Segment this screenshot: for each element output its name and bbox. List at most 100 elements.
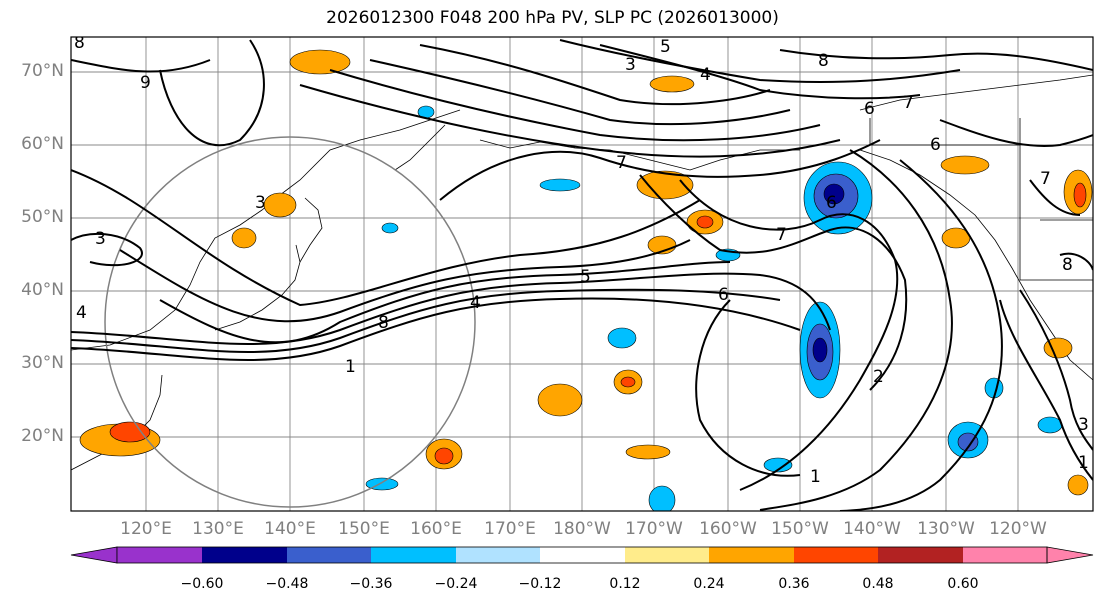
colorbar-tick-label: −0.60 bbox=[180, 576, 224, 592]
latitude-label: 40°N bbox=[21, 280, 64, 300]
contour-label: 2 bbox=[873, 367, 884, 387]
pv-blob bbox=[620, 376, 636, 388]
pv-blob bbox=[648, 485, 676, 511]
contour-label: 4 bbox=[470, 293, 481, 313]
longitude-label: 130°W bbox=[917, 519, 975, 539]
colorbar-segment bbox=[117, 547, 202, 563]
contour-label: 7 bbox=[776, 225, 787, 245]
latitude-label: 30°N bbox=[21, 353, 64, 373]
reference-circle bbox=[104, 136, 476, 508]
latitude-label: 70°N bbox=[21, 61, 64, 81]
pv-blob bbox=[763, 457, 793, 473]
colorbar bbox=[70, 546, 1094, 564]
pv-blob bbox=[625, 444, 671, 460]
longitude-label: 120°E bbox=[120, 519, 172, 539]
longitude-label: 170°W bbox=[625, 519, 683, 539]
longitude-label: 140°E bbox=[264, 519, 316, 539]
contour-label-group: 9 3 3 5 4 8 8 7 6 6 7 7 3 5 4 8 1 6 6 7 bbox=[74, 33, 1089, 487]
latitude-label: 20°N bbox=[21, 426, 64, 446]
pv-blob bbox=[812, 337, 828, 363]
contour-label: 4 bbox=[700, 65, 711, 85]
colorbar-segment bbox=[371, 547, 456, 563]
colorbar-segment bbox=[963, 547, 1047, 563]
longitude-label: 180°W bbox=[553, 519, 611, 539]
colorbar-min-extension bbox=[70, 546, 118, 564]
colorbar-segment bbox=[540, 547, 625, 563]
colorbar-segment bbox=[202, 547, 287, 563]
pv-blob bbox=[1043, 337, 1073, 359]
contour-label: 1 bbox=[345, 357, 356, 377]
colorbar-segment bbox=[794, 547, 878, 563]
longitude-label: 160°E bbox=[410, 519, 462, 539]
pv-blob bbox=[381, 222, 399, 234]
contour-label: 8 bbox=[74, 33, 85, 53]
contour-label: 3 bbox=[625, 55, 636, 75]
graticule bbox=[71, 37, 1093, 511]
pv-blob bbox=[289, 49, 351, 75]
contour-label: 8 bbox=[818, 51, 829, 71]
longitude-label: 170°E bbox=[484, 519, 536, 539]
pv-blob bbox=[1037, 416, 1063, 434]
longitude-label: 160°W bbox=[699, 519, 757, 539]
contour-label: 6 bbox=[718, 285, 729, 305]
colorbar-max-extension bbox=[1046, 546, 1094, 564]
colorbar-segment bbox=[287, 547, 371, 563]
longitude-label: 130°E bbox=[192, 519, 244, 539]
colorbar-tick-label: 0.36 bbox=[778, 576, 810, 592]
pv-blob bbox=[537, 383, 583, 417]
longitude-label: 120°W bbox=[989, 519, 1047, 539]
pv-blob bbox=[607, 327, 637, 349]
colorbar-tick-label: −0.36 bbox=[349, 576, 393, 592]
pv-blob bbox=[940, 155, 990, 175]
pv-blob bbox=[434, 447, 454, 465]
colorbar-tick-label: −0.12 bbox=[518, 576, 562, 592]
map-panel: 9 3 3 5 4 8 8 7 6 6 7 7 3 5 4 8 1 6 6 7 bbox=[70, 33, 1094, 512]
contour-label: 6 bbox=[864, 99, 875, 119]
pv-blob bbox=[1073, 182, 1087, 208]
colorbar-tick-label: −0.48 bbox=[265, 576, 309, 592]
pv-blob bbox=[636, 170, 694, 200]
contour-label: 5 bbox=[660, 37, 671, 57]
colorbar-tick-label: 0.48 bbox=[862, 576, 894, 592]
pv-blob bbox=[696, 215, 714, 229]
colorbar-segment bbox=[878, 547, 963, 563]
contour-label: 1 bbox=[810, 467, 821, 487]
longitude-label: 150°E bbox=[338, 519, 390, 539]
longitude-label: 140°W bbox=[843, 519, 901, 539]
pv-blob bbox=[539, 178, 581, 192]
pv-blob bbox=[823, 183, 845, 205]
colorbar-tick-label: −0.24 bbox=[434, 576, 478, 592]
pv-blob bbox=[1067, 474, 1089, 496]
colorbar-segment bbox=[625, 547, 709, 563]
pv-blob bbox=[109, 421, 151, 443]
colorbar-tick-label: 0.60 bbox=[947, 576, 979, 592]
map-title: 2026012300 F048 200 hPa PV, SLP PC (2026… bbox=[326, 8, 779, 28]
contour-label: 4 bbox=[76, 303, 87, 323]
contour-label: 6 bbox=[930, 135, 941, 155]
pv-blob bbox=[957, 432, 979, 452]
contour-label: 5 bbox=[580, 267, 591, 287]
pv-blob bbox=[263, 192, 297, 218]
latitude-label: 50°N bbox=[21, 207, 64, 227]
pv-blob bbox=[649, 75, 695, 93]
map-frame bbox=[70, 36, 1094, 512]
colorbar-tick-label: 0.24 bbox=[693, 576, 725, 592]
latitude-label: 60°N bbox=[21, 134, 64, 154]
contour-label: 9 bbox=[140, 73, 151, 93]
contour-label: 3 bbox=[95, 229, 106, 249]
longitude-label: 150°W bbox=[771, 519, 829, 539]
colorbar-segment bbox=[709, 547, 794, 563]
colorbar-frame bbox=[116, 546, 1048, 564]
contour-label: 7 bbox=[1040, 169, 1051, 189]
contour-label: 8 bbox=[378, 313, 389, 333]
contour-label: 3 bbox=[255, 193, 266, 213]
contour-label: 7 bbox=[903, 93, 914, 113]
pv-blob bbox=[231, 227, 257, 249]
contour-label: 1 bbox=[1078, 453, 1089, 473]
colorbar-segment bbox=[456, 547, 540, 563]
slp-contours bbox=[71, 39, 1093, 511]
colorbar-tick-label: 0.12 bbox=[609, 576, 641, 592]
contour-label: 6 bbox=[826, 193, 837, 213]
contour-label: 8 bbox=[1062, 255, 1073, 275]
